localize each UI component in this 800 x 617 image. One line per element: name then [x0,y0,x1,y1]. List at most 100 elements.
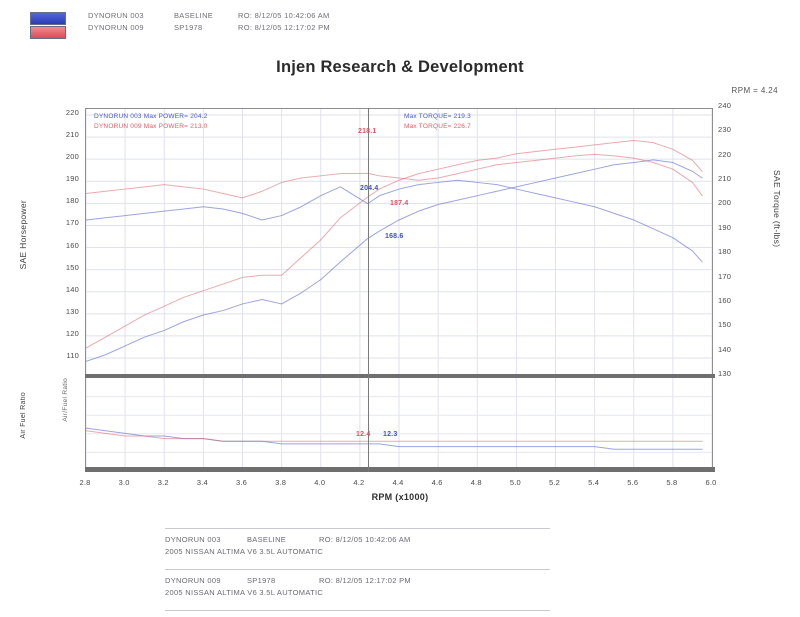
callout-torque-baseline: 204.4 [360,185,379,192]
run-name: BASELINE [247,535,287,544]
legend-swatch-sp1978 [30,26,66,39]
legend-row-sp1978: DYNORUN 009 SP1978 RO: 8/12/05 12:17:02 PM [88,22,330,34]
ann-label: Max POWER= [143,113,189,120]
curve-dynorun-009-sp1978-torque [86,153,703,199]
afr-axis-title: Air Fuel Ratio [20,392,27,439]
annotation-max-power-sp1978: DYNORUN 009 Max POWER= 213.0 [94,123,207,130]
x-tick: 4.8 [470,478,482,487]
y-right-tick: 130 [718,369,732,378]
legend-row-baseline: DYNORUN 003 BASELINE RO: 8/12/05 10:42:06 … [88,10,330,22]
callout-power-sp1978: 187.4 [390,200,409,207]
y-right-axis: 240 230 220 210 200 190 180 170 160 150 140 130 [718,101,744,378]
rpm-cursor-readout: RPM = 4.24 [731,86,778,95]
x-tick: 3.0 [118,478,130,487]
curve-dynorun-003-baseline-torque [86,179,703,263]
x-tick: 4.2 [353,478,365,487]
legend-run-name: BASELINE [174,11,214,20]
run-id: DYNORUN 003 [165,535,221,544]
x-axis-title: RPM (x1000) [371,492,429,502]
x-tick: 5.6 [627,478,639,487]
run-vehicle: 2005 NISSAN ALTIMA V6 3.5L AUTOMATIC [165,588,324,597]
x-tick: 5.2 [548,478,561,487]
y-left-tick: 210 [65,130,79,140]
legend-ro-label: RO: [238,22,253,32]
y-left-tick: 140 [65,284,79,294]
afr-panel-label: Air/Fuel Ratio [62,378,69,422]
annotation-max-power-baseline: DYNORUN 003 Max POWER= 204.2 [94,113,207,120]
x-tick: 5.8 [666,478,678,487]
y-right-tick: 160 [718,295,732,305]
y-right-tick: 150 [718,320,732,330]
legend-timestamp: 8/12/05 10:42:06 AM [254,11,330,20]
curve-dynorun-009-sp1978-horsepower [86,139,703,349]
legend-swatch-baseline [30,12,66,25]
y-left-tick: 160 [65,240,79,250]
x-tick: 5.4 [588,478,600,487]
ann-label: Max TORQUE= [404,113,452,120]
y-left-axis: 220 210 200 190 180 170 160 150 140 130 120 110 [55,108,79,373]
y-right-tick: 230 [718,125,732,135]
callout-power-baseline: 168.6 [385,233,404,240]
x-tick: 2.8 [79,478,91,487]
y-left-axis-title: SAE Horsepower [18,200,28,270]
ann-value: 204.2 [190,113,208,120]
run-ro-label: RO: [319,576,334,585]
legend-timestamp: 8/12/05 12:17:02 PM [254,22,330,32]
ann-value: 219.3 [453,113,471,120]
run-info-line1: DYNORUN 009 SP1978 RO: 8/12/05 12:17:02 PM [165,575,411,587]
ann-value: 213.0 [190,123,208,130]
run-timestamp: 8/12/05 10:42:06 AM [335,535,411,544]
callout-afr-sp1978: 12.4 [356,431,371,438]
run-divider [165,610,550,611]
y-left-tick: 110 [66,351,79,360]
legend-rows: DYNORUN 003 BASELINE RO: 8/12/05 10:42:06 … [88,10,330,33]
ann-label: Max POWER= [143,123,189,130]
y-left-tick: 120 [65,328,79,338]
run-divider [165,569,550,570]
annotation-max-torque-baseline: Max TORQUE= 219.3 [404,113,471,120]
x-tick: 3.8 [275,478,287,487]
y-left-tick: 180 [65,196,79,206]
power-torque-panel [86,109,712,374]
legend-swatches [30,10,66,39]
run-info-line1: DYNORUN 003 BASELINE RO: 8/12/05 10:42:06 … [165,534,411,546]
legend-run-id: DYNORUN 009 [88,22,144,32]
run-info-sp1978: DYNORUN 009 SP1978 RO: 8/12/05 12:17:02 PM… [165,575,411,599]
y-right-tick: 240 [718,101,732,110]
y-right-tick: 180 [718,247,732,257]
afr-panel [86,378,712,471]
rpm-cursor-line[interactable] [367,108,369,472]
run-info-baseline: DYNORUN 003 BASELINE RO: 8/12/05 10:42:06 … [165,534,411,558]
y-right-axis-title: SAE Torque (ft-lbs) [772,170,782,248]
page-title: Injen Research & Development [276,58,524,76]
ann-value: 226.7 [453,123,471,130]
curve-dynorun-009-sp1978-air-fuel-ratio [86,430,703,442]
x-tick: 3.2 [157,478,169,487]
run-timestamp: 8/12/05 12:17:02 PM [335,576,411,585]
panel-divider [85,374,715,378]
x-tick: 6.0 [705,478,717,487]
run-ro-label: RO: [319,535,334,544]
callout-torque-sp1978: 218.1 [358,128,377,135]
run-name: SP1978 [247,576,276,585]
y-left-tick: 220 [65,108,79,117]
y-right-tick: 140 [718,344,732,354]
y-left-tick: 190 [65,174,79,184]
y-right-tick: 220 [718,149,732,159]
y-left-tick: 150 [65,262,79,272]
dyno-plot[interactable]: DYNORUN 003 Max POWER= 204.2 DYNORUN 009… [85,108,715,472]
annotation-max-torque-sp1978: Max TORQUE= 226.7 [404,123,471,130]
ann-run: DYNORUN 009 [94,123,142,130]
y-right-tick: 210 [718,174,732,184]
legend-ro-label: RO: [238,11,253,20]
y-left-tick: 130 [65,306,79,316]
x-axis: 2.8 3.0 3.2 3.4 3.6 3.8 4.0 4.2 4.4 4.6 4.8 5.0 5.2 5… [79,478,716,490]
run-id: DYNORUN 009 [165,576,221,585]
ann-run: DYNORUN 003 [94,113,142,120]
plot-baseline [85,467,715,472]
x-tick: 3.6 [235,478,248,487]
legend-run-id: DYNORUN 003 [88,11,144,20]
afr-curves [86,378,712,471]
x-tick: 3.4 [196,478,208,487]
callout-afr-baseline: 12.3 [383,431,398,438]
